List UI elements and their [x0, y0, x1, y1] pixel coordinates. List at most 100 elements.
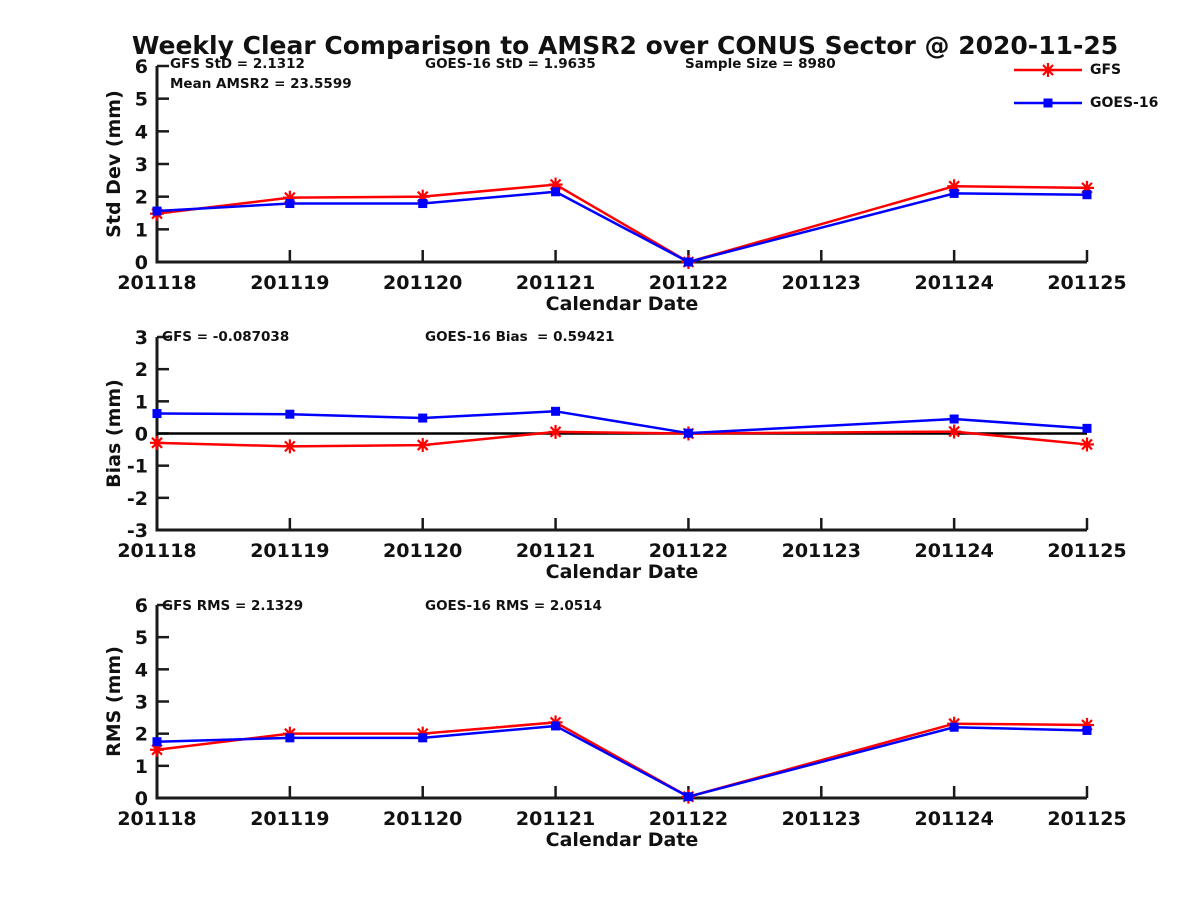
legend-item-gfs: GFS [1012, 57, 1158, 82]
x-tick-label: 201121 [516, 540, 595, 562]
goes16-marker [551, 721, 561, 731]
goes16-marker [152, 737, 162, 747]
x-tick-label: 201120 [383, 540, 462, 562]
asterisk-spoke [151, 743, 163, 756]
legend-label-gfs: GFS [1090, 61, 1122, 78]
y-tick-label: 1 [135, 219, 148, 241]
x-axis-label: Calendar Date [546, 829, 699, 851]
x-tick-label: 201125 [1047, 272, 1126, 294]
goes16-marker [152, 206, 162, 216]
x-tick-label: 201118 [117, 272, 196, 294]
asterisk-spoke [151, 437, 163, 449]
x-tick-label: 201125 [1047, 808, 1126, 830]
x-tick-label: 201118 [117, 808, 196, 830]
x-tick-label: 201119 [250, 540, 329, 562]
y-tick-label: 0 [135, 252, 148, 274]
x-tick-label: 201122 [649, 540, 728, 562]
y-axis-label: Std Dev (mm) [103, 90, 125, 238]
goes16-marker [152, 409, 162, 419]
gfs-marker [548, 424, 563, 439]
y-axis-label: Bias (mm) [103, 379, 125, 488]
goes16-marker [683, 428, 693, 438]
y-tick-label: -3 [127, 520, 148, 542]
asterisk-spoke [416, 439, 429, 451]
x-tick-label: 201122 [649, 272, 728, 294]
y-tick-label: 3 [135, 327, 148, 349]
x-tick-label: 201121 [516, 272, 595, 294]
annotation: Mean AMSR2 = 23.5599 [170, 76, 352, 92]
legend-label-goes16: GOES-16 [1090, 94, 1159, 111]
x-tick-label: 201124 [914, 272, 993, 294]
gfs-marker [947, 424, 962, 439]
x-tick-label: 201123 [782, 272, 861, 294]
y-tick-label: 1 [135, 756, 148, 778]
y-tick-label: 2 [135, 187, 148, 209]
legend-item-goes16: GOES-16 [1012, 90, 1158, 115]
x-tick-label: 201124 [914, 808, 993, 830]
gfs-marker [150, 435, 164, 450]
bias-chart: -3 -2 -1 0 1 2 3 201118 201119 201120 201121 201122… [103, 327, 1127, 583]
x-tick-label: 201119 [250, 808, 329, 830]
y-tick-label: 4 [135, 659, 148, 681]
x-tick-label: 201120 [383, 272, 462, 294]
y-tick-label: 3 [135, 154, 148, 176]
annotation: GOES-16 StD = 1.9635 [425, 56, 596, 72]
goes16-marker [949, 414, 959, 424]
annotation: GOES-16 RMS = 2.0514 [425, 598, 602, 614]
gfs-marker [1080, 437, 1094, 452]
y-tick-label: -2 [127, 488, 148, 510]
y-tick-label: 2 [135, 724, 148, 746]
asterisk-spoke [284, 440, 296, 453]
y-tick-label: 1 [135, 391, 148, 413]
goes16-marker [1082, 190, 1092, 200]
goes16-line [156, 410, 1088, 435]
y-tick-label: 0 [135, 788, 148, 810]
x-axis-label: Calendar Date [546, 293, 699, 315]
goes16-marker [683, 792, 693, 802]
goes16-line-square-icon [1014, 98, 1082, 107]
y-tick-label: 5 [135, 89, 148, 111]
annotation: Sample Size = 8980 [685, 56, 836, 72]
y-tick-label: -1 [127, 456, 148, 478]
x-axis-label: Calendar Date [546, 561, 699, 583]
asterisk-spoke [948, 425, 960, 438]
goes16-marker [285, 199, 295, 209]
y-tick-label: 5 [135, 627, 148, 649]
goes16-marker [285, 733, 295, 743]
x-tick-label: 201121 [516, 808, 595, 830]
asterisk-spoke [1081, 438, 1093, 451]
annotation: GOES-16 Bias = 0.59421 [425, 329, 615, 345]
std-dev-chart: 0 1 2 3 4 5 6 201118 201119 201120 201121 201122 201… [103, 56, 1127, 315]
y-tick-label: 3 [135, 692, 148, 714]
figure-title: Weekly Clear Comparison to AMSR2 over CO… [131, 31, 1119, 60]
x-tick-label: 201118 [117, 540, 196, 562]
x-tick-label: 201119 [250, 272, 329, 294]
goes16-marker [1082, 725, 1092, 735]
y-tick-label: 0 [135, 424, 148, 446]
goes16-marker [285, 409, 295, 419]
y-tick-label: 2 [135, 359, 148, 381]
x-tick-label: 201123 [782, 540, 861, 562]
goes16-marker [551, 406, 561, 416]
goes16-marker [1082, 423, 1092, 433]
gfs-marker [282, 439, 297, 454]
annotation: GFS StD = 2.1312 [170, 56, 305, 72]
goes16-marker [418, 199, 428, 209]
x-tick-label: 201124 [914, 540, 993, 562]
x-tick-label: 201122 [649, 808, 728, 830]
legend: GFS GOES-16 [1012, 57, 1158, 115]
goes16-marker [418, 733, 428, 743]
y-tick-label: 4 [135, 121, 148, 143]
goes16-marker [551, 187, 561, 197]
gfs-line-asterisk-icon [1014, 62, 1082, 77]
x-tick-label: 201120 [383, 808, 462, 830]
rms-chart: 0 1 2 3 4 5 6 201118 201119 201120 201121 201122 201… [103, 595, 1127, 851]
y-axis-label: RMS (mm) [103, 646, 125, 757]
annotation: GFS = -0.087038 [162, 329, 289, 345]
gfs-marker [150, 742, 164, 757]
x-tick-label: 201123 [782, 808, 861, 830]
gfs-marker [415, 438, 430, 453]
goes16-marker [949, 188, 959, 198]
